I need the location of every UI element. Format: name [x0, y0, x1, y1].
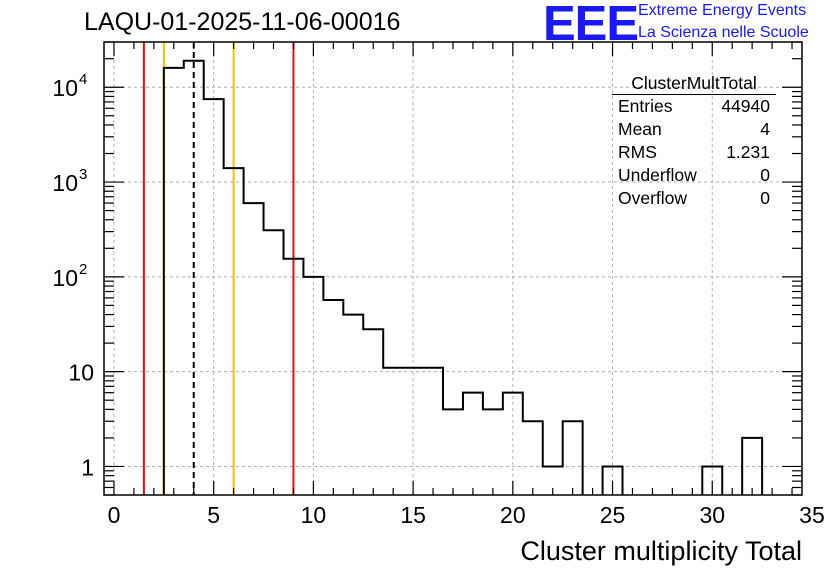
x-axis: 0 5 10 15 20 25 30 35: [108, 42, 825, 528]
y-tick-exponent: 2: [79, 261, 87, 278]
stats-rows: Entries 44940 Mean 4 RMS 1.231 Underflow 0 Overf…: [612, 95, 776, 210]
stats-label: Overflow: [618, 188, 688, 208]
y-tick-label: 10: [68, 360, 94, 386]
y-tick-label: 1: [81, 454, 94, 480]
histogram-title: LAQU-01-2025-11-06-00016: [84, 8, 401, 36]
y-tick-label: 10: [52, 170, 78, 196]
x-tick-label: 30: [699, 502, 725, 528]
x-tick-label: 25: [600, 502, 626, 528]
x-tick-label: 5: [207, 502, 220, 528]
stats-label: RMS: [618, 142, 657, 162]
logo-line2: La Scienza nelle Scuole: [638, 24, 809, 41]
stats-row: Mean 4: [612, 118, 776, 141]
stats-value: 0: [760, 188, 770, 208]
x-tick-label: 0: [108, 502, 121, 528]
y-tick-exponent: 4: [79, 71, 87, 88]
stats-row: Entries 44940: [612, 95, 776, 118]
stats-value: 44940: [721, 96, 770, 116]
stats-value: 0: [760, 165, 770, 185]
stats-row: Overflow 0: [612, 187, 776, 210]
x-axis-label: Cluster multiplicity Total: [520, 536, 802, 566]
x-tick-label: 20: [500, 502, 526, 528]
stats-value: 1.231: [726, 142, 770, 162]
grid-lines: [104, 42, 802, 495]
stats-label: Mean: [618, 119, 662, 139]
stats-row: Underflow 0: [612, 164, 776, 187]
histogram-line: [162, 59, 764, 495]
stats-row: RMS 1.231: [612, 141, 776, 164]
eee-logo: EEE: [543, 0, 639, 51]
x-tick-label: 10: [301, 502, 327, 528]
y-tick-label: 10: [52, 265, 78, 291]
y-tick-exponent: 3: [79, 166, 87, 183]
stats-value: 4: [760, 119, 770, 139]
marker-lines: [142, 42, 295, 495]
stats-label: Underflow: [618, 165, 697, 185]
y-tick-label: 10: [52, 75, 78, 101]
x-tick-label: 35: [799, 502, 825, 528]
stats-box-title: ClusterMultTotal: [612, 72, 776, 95]
x-tick-label: 15: [400, 502, 426, 528]
stats-box: ClusterMultTotal Entries 44940 Mean 4 RMS 1.2…: [612, 72, 776, 210]
stats-label: Entries: [618, 96, 673, 116]
logo-line1: Extreme Energy Events: [638, 2, 807, 19]
